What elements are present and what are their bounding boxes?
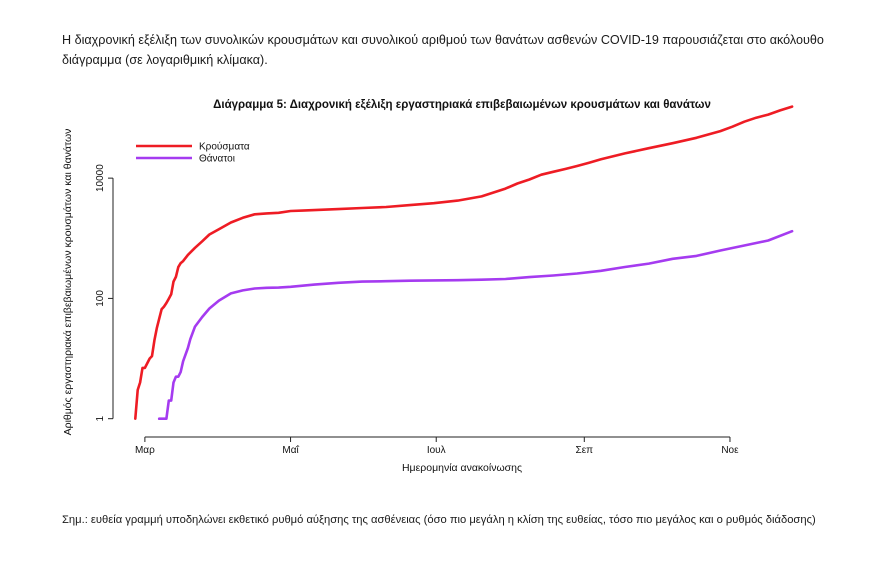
- intro-paragraph: Η διαχρονική εξέλιξη των συνολικών κρουσ…: [62, 33, 824, 67]
- x-tick-label: Μαρ: [135, 445, 155, 456]
- chart-series: [134, 105, 794, 420]
- y-tick-label: 100: [95, 290, 106, 307]
- legend-cases-label: Κρούσματα: [199, 141, 250, 153]
- x-tick-label: Μαΐ: [282, 444, 299, 456]
- chart-axes: Μαρ Μαΐ Ιουλ Σεπ Νοε 1 100 10000: [95, 164, 739, 456]
- legend-deaths-label: Θάνατοι: [199, 153, 235, 165]
- y-tick-label: 1: [95, 415, 106, 421]
- cases-line: [134, 105, 794, 420]
- x-tick-label: Σεπ: [576, 445, 594, 456]
- chart-title: Διάγραμμα 5: Διαχρονική εξέλιξη εργαστηρ…: [213, 99, 711, 111]
- footnote: Σημ.: ευθεία γραμμή υποδηλώνει εκθετικό …: [62, 514, 816, 526]
- y-axis-label: Αριθμός εργαστηριακά επιβεβαιωμένων κρου…: [62, 129, 74, 436]
- x-tick-label: Ιουλ: [427, 445, 446, 456]
- x-tick-label: Νοε: [721, 445, 739, 456]
- x-axis-label: Ημερομηνία ανακοίνωσης: [402, 462, 522, 474]
- y-tick-label: 10000: [95, 164, 106, 192]
- deaths-line: [157, 229, 794, 420]
